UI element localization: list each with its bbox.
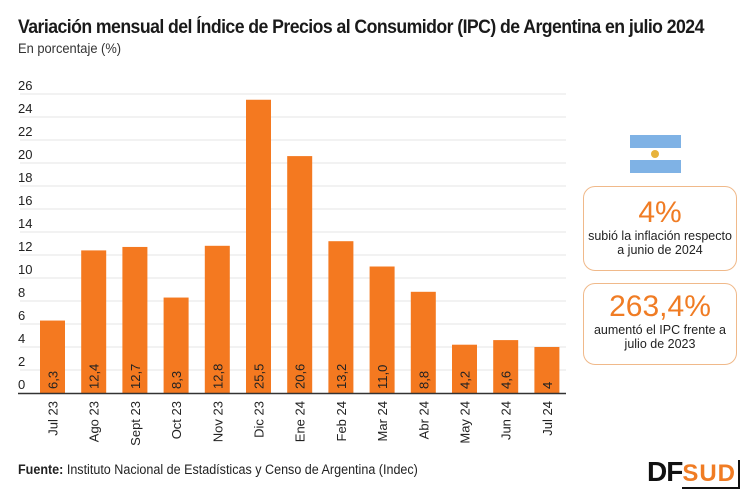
logo-sud: SUD [682,460,740,489]
x-tick-label: Feb 24 [334,401,349,441]
bar [122,246,148,393]
bar [410,291,436,393]
bar-value-label: 12,8 [210,364,225,389]
bar [452,344,477,393]
source-note: Fuente: Instituto Nacional de Estadístic… [18,462,418,477]
bar [287,156,313,393]
y-tick-label: 8 [18,285,25,300]
y-tick-label: 10 [18,262,32,277]
bar-value-label: 8,3 [169,371,184,389]
bar-value-label: 11,0 [375,365,390,389]
y-tick-label: 26 [18,78,32,93]
x-tick-label: Sept 23 [128,401,143,446]
y-tick-label: 6 [18,308,25,323]
bar [493,340,519,393]
bar [204,245,230,393]
bar-value-label: 13,2 [334,364,349,389]
x-tick-label: Oct 23 [169,401,184,439]
flag-stripe-top [630,135,681,148]
bar-value-label: 12,4 [87,364,102,389]
source-text: Instituto Nacional de Estadísticas y Cen… [63,462,418,477]
annual-inflation-value: 263,4% [609,290,711,323]
y-tick-label: 2 [18,354,25,369]
chart-title: Variación mensual del Índice de Precios … [18,17,704,38]
x-tick-label: Dic 23 [252,401,267,438]
argentina-flag-icon [630,135,681,173]
x-tick-label: Ene 24 [293,401,308,442]
x-tick-label: Mar 24 [375,401,390,441]
logo-df: DF [647,456,683,487]
x-tick-label: Ago 23 [87,401,102,442]
bar [328,241,354,393]
bar-value-label: 12,7 [128,364,143,389]
bar-value-label: 4,2 [458,371,473,389]
x-tick-label: Jul 24 [540,401,555,436]
x-tick-label: Nov 23 [210,401,225,442]
x-tick-label: Jun 24 [499,401,514,440]
x-tick-label: Abr 24 [416,401,431,439]
bar [81,250,107,393]
annual-inflation-card: 263,4% aumentó el IPC frente a julio de … [583,283,737,365]
bar-value-label: 25,5 [252,364,267,389]
y-tick-label: 20 [18,147,32,162]
bar-value-label: 20,6 [293,364,308,389]
y-tick-label: 12 [18,239,32,254]
annual-inflation-description: aumentó el IPC frente a julio de 2023 [593,323,727,351]
sun-of-may-icon [651,150,659,159]
y-tick-label: 24 [18,101,32,116]
bar-value-label: 6,3 [46,371,61,389]
y-tick-label: 22 [18,124,32,139]
bar [369,266,395,393]
bar-value-label: 8,8 [416,371,431,389]
source-label: Fuente: [18,462,64,477]
y-tick-label: 0 [18,377,25,392]
monthly-inflation-description: subió la inflación respecto a junio de 2… [588,229,732,257]
x-tick-label: Jul 23 [46,401,61,436]
bar [40,320,65,393]
monthly-inflation-card: 4% subió la inflación respecto a junio d… [583,186,737,271]
chart-subtitle: En porcentaje (%) [18,40,122,56]
bar-value-label: 4 [540,382,555,389]
monthly-inflation-value: 4% [638,196,682,229]
y-tick-label: 4 [18,331,25,346]
flag-stripe-middle [630,147,681,161]
x-tick-label: May 24 [458,401,473,444]
y-tick-label: 14 [18,216,32,231]
dfsud-logo: DFSUD [647,456,740,489]
bar [246,99,271,393]
bar-value-label: 4,6 [499,371,514,389]
y-tick-label: 16 [18,193,32,208]
flag-stripe-bottom [630,160,681,173]
bar [163,297,189,393]
y-tick-label: 18 [18,170,32,185]
bar [534,347,560,393]
